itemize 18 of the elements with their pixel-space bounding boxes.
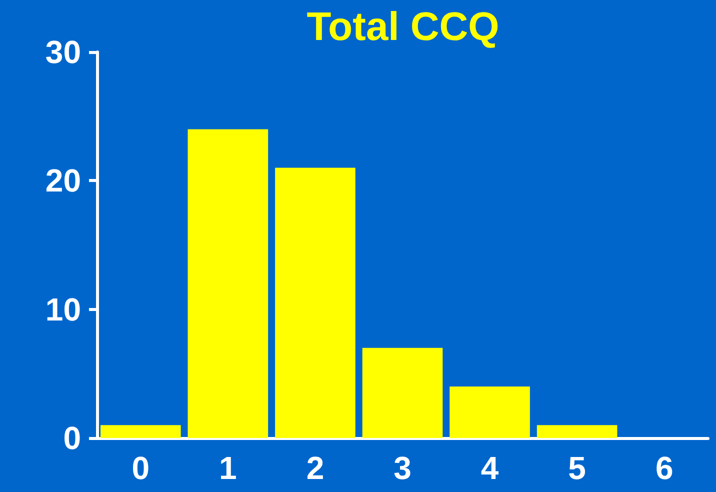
- y-tick-label: 0: [63, 420, 81, 456]
- x-tick-label: 5: [568, 450, 586, 486]
- x-tick-label: 2: [306, 450, 324, 486]
- chart-title: Total CCQ: [306, 5, 500, 49]
- bar: [450, 386, 530, 438]
- bar: [536, 425, 618, 438]
- bar: [100, 425, 181, 438]
- x-tick-label: 4: [480, 450, 499, 486]
- x-tick-label: 6: [655, 450, 674, 486]
- y-tick-label: 30: [45, 34, 81, 70]
- bar: [362, 348, 443, 438]
- y-tick-label: 10: [45, 291, 81, 328]
- bar: [188, 129, 268, 438]
- bar: [275, 168, 356, 438]
- y-tick-label: 20: [45, 162, 81, 199]
- x-tick-label: 3: [394, 450, 412, 486]
- x-tick-label: 1: [219, 450, 237, 486]
- x-tick-label: 0: [132, 450, 150, 486]
